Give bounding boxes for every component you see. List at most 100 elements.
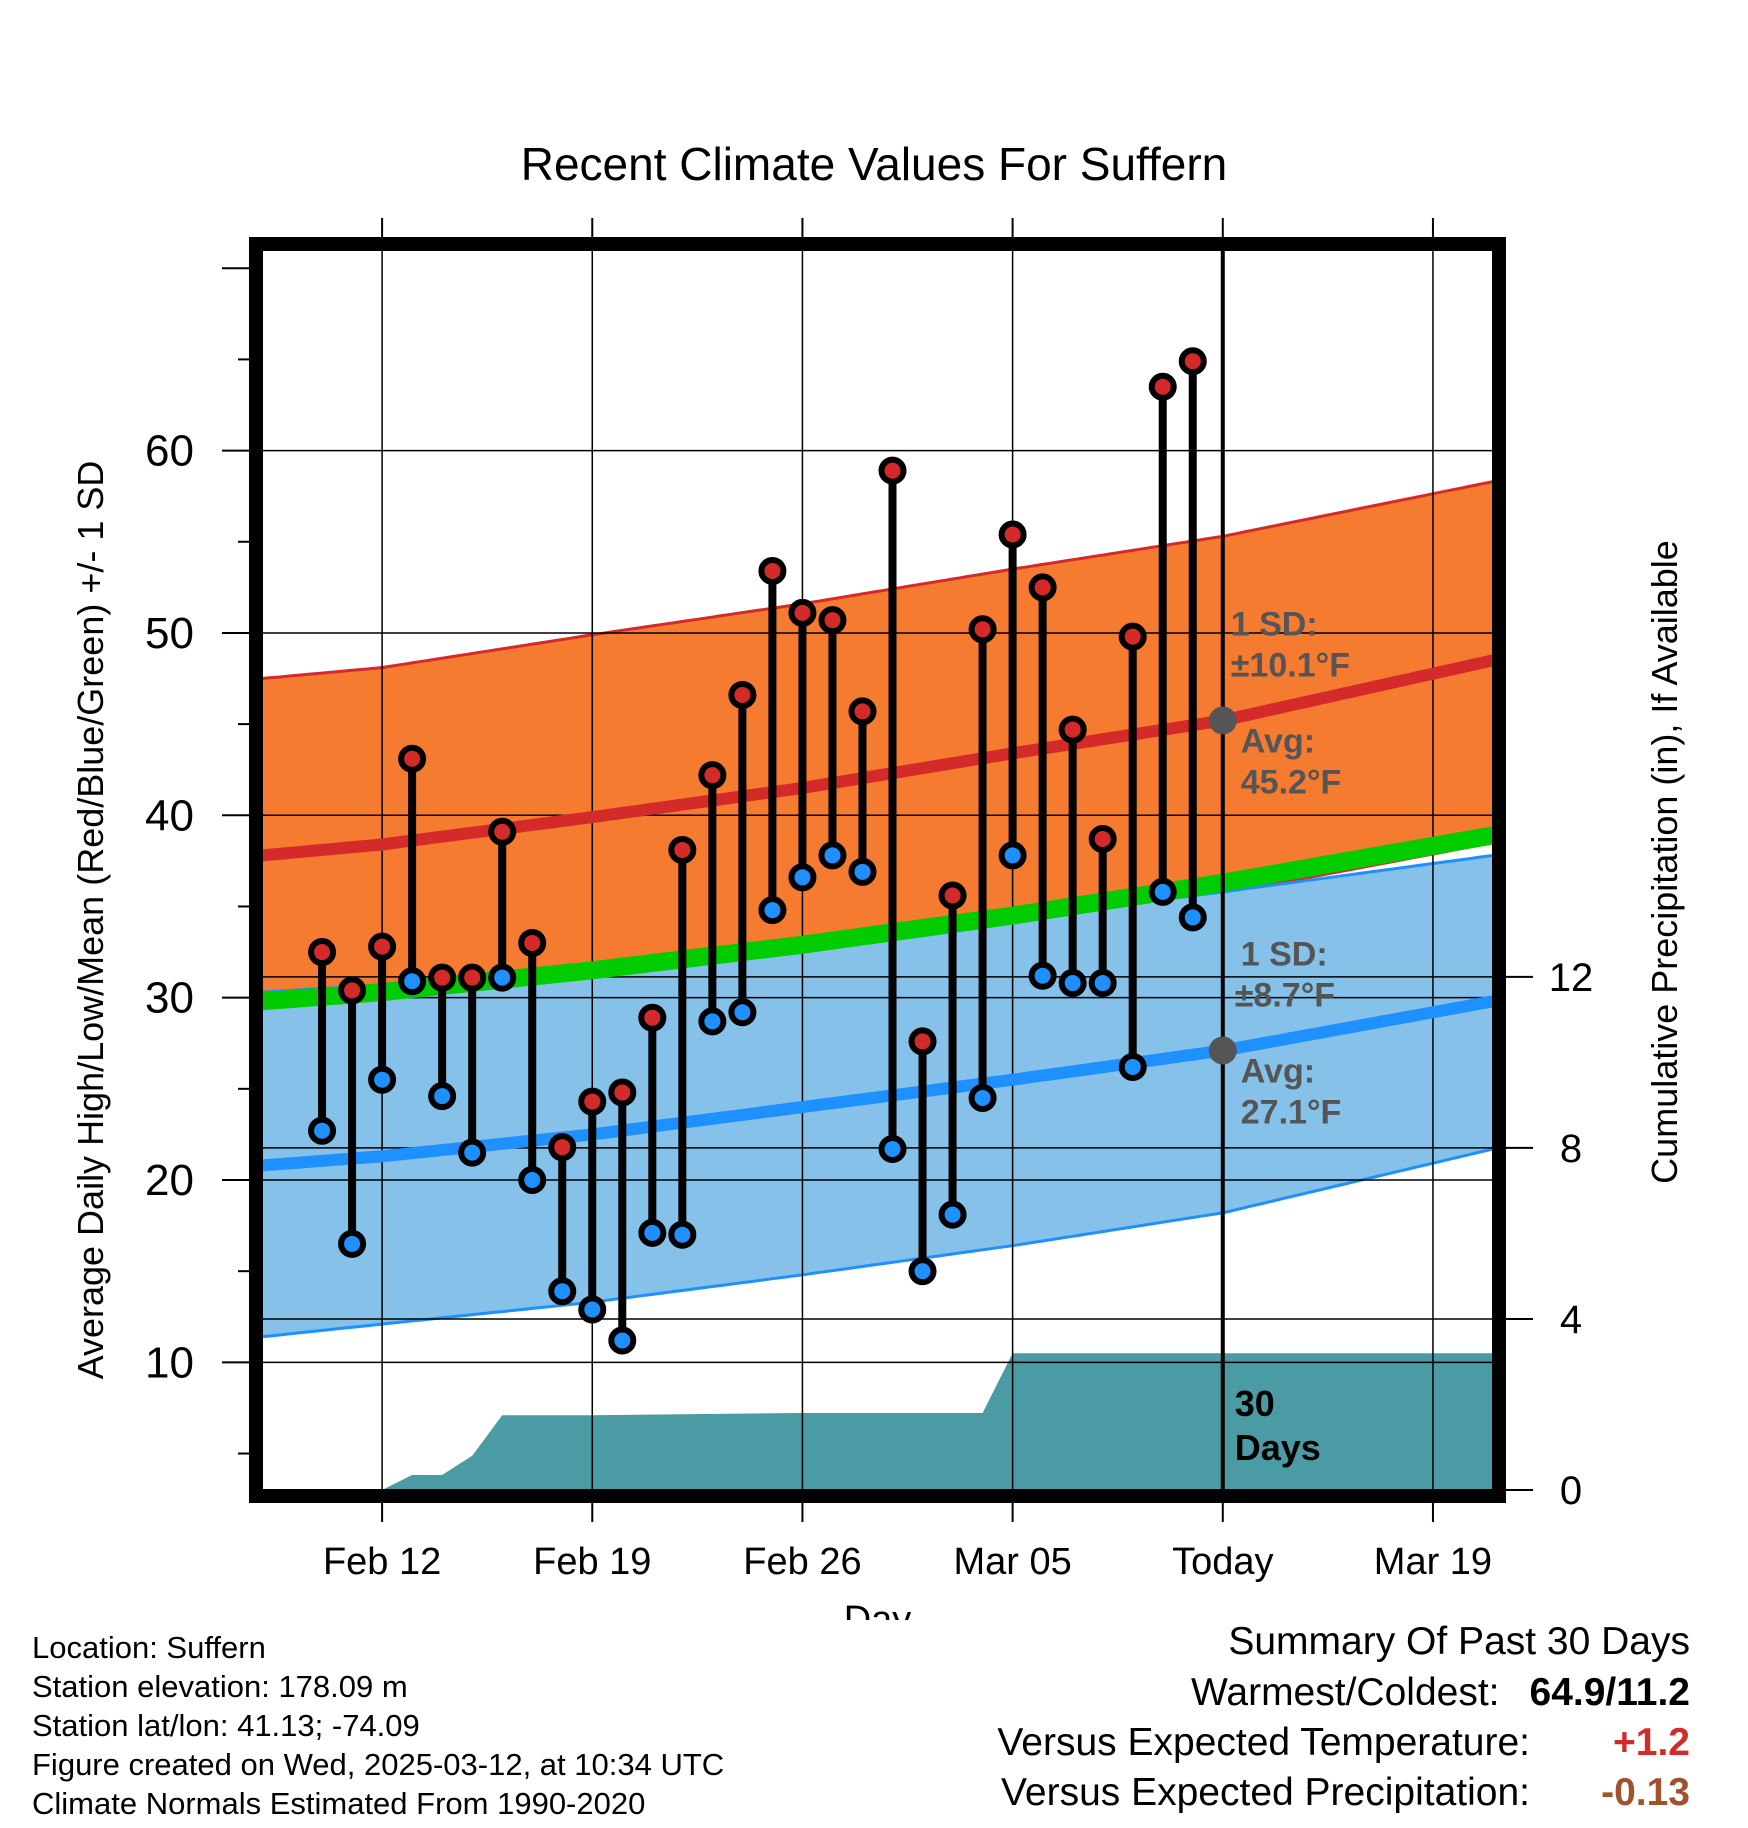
daily-low-point [488, 963, 517, 992]
daily-high-point [398, 744, 427, 773]
normals-text: Climate Normals Estimated From 1990-2020 [32, 1786, 646, 1821]
location-text: Location: Suffern [32, 1630, 266, 1665]
normal-low-lower-edge [262, 1147, 1493, 1339]
daily-low-point [848, 857, 877, 886]
precipitation-area [262, 1353, 1493, 1490]
x-tick-label: Feb 19 [533, 1541, 651, 1583]
y2-tick-label: 0 [1560, 1469, 1582, 1513]
summary-heading: Summary Of Past 30 Days [1228, 1620, 1690, 1663]
daily-low-point [698, 1007, 727, 1036]
daily-high-point [938, 881, 967, 910]
high-sd-value: ±10.1°F [1231, 646, 1350, 684]
daily-high-point [758, 556, 787, 585]
daily-high-point [1148, 372, 1177, 401]
daily-high-point [998, 520, 1027, 549]
y2-axis-label: Cumulative Precipitation (in), If Availa… [1644, 540, 1685, 1184]
daily-high-point [1058, 715, 1087, 744]
today-low-avg-marker [1208, 1036, 1237, 1065]
today-days-label: 30 [1235, 1383, 1275, 1424]
warmest-coldest-value: 64.9/11.2 [1529, 1671, 1691, 1714]
daily-high-point [1028, 573, 1057, 602]
temp-departure-value: +1.2 [1613, 1721, 1690, 1764]
x-tick-label: Mar 19 [1374, 1541, 1492, 1583]
daily-high-point [638, 1003, 667, 1032]
daily-low-point [368, 1065, 397, 1094]
daily-high-point [1088, 825, 1117, 853]
precip-departure-label: Versus Expected Precipitation: [1001, 1771, 1530, 1814]
daily-high-point [578, 1087, 607, 1116]
y-tick-label: 50 [145, 609, 194, 658]
normal-high-mean-line [262, 654, 1493, 862]
daily-low-point [998, 841, 1027, 870]
latlon-text: Station lat/lon: 41.13; -74.09 [32, 1708, 420, 1743]
daily-observations [308, 347, 1207, 1355]
today-high-avg-marker [1208, 706, 1237, 735]
y2-tick-label: 4 [1560, 1298, 1582, 1342]
daily-low-point [398, 967, 427, 996]
x-tick-label: Mar 05 [953, 1541, 1071, 1583]
y2-tick-label: 12 [1549, 956, 1594, 1000]
temp-departure-row: Versus Expected Temperature: +1.2 [997, 1718, 1690, 1768]
daily-high-point [878, 456, 907, 485]
daily-low-point [1148, 877, 1177, 906]
daily-low-point [338, 1229, 367, 1258]
warmest-coldest-row: Warmest/Coldest: 64.9/11.2 [997, 1668, 1690, 1718]
daily-low-point [818, 841, 847, 870]
high-sd-label: 1 SD: [1231, 605, 1318, 643]
daily-low-point [428, 1082, 457, 1111]
y-tick-label: 10 [145, 1338, 194, 1387]
daily-low-point [308, 1116, 337, 1145]
daily-high-point [818, 606, 847, 635]
daily-high-point [848, 697, 877, 726]
x-axis-label: Day [844, 1599, 912, 1620]
daily-low-point [938, 1200, 967, 1229]
daily-low-point [1118, 1052, 1147, 1081]
y-tick-label: 40 [145, 791, 194, 840]
station-info: Location: Suffern Station elevation: 178… [32, 1628, 724, 1823]
daily-high-point [548, 1133, 577, 1162]
daily-low-point [458, 1138, 487, 1167]
y-axis-label: Average Daily High/Low/Mean (Red/Blue/Gr… [70, 461, 111, 1380]
normal-high-upper-edge [262, 480, 1493, 680]
daily-low-point [548, 1277, 577, 1306]
daily-high-point [518, 928, 547, 957]
daily-low-point [1088, 969, 1117, 998]
daily-low-point [1058, 969, 1087, 998]
daily-high-point [908, 1027, 937, 1056]
plot-frame [249, 237, 1506, 1503]
summary-panel: Summary Of Past 30 Days Warmest/Coldest:… [997, 1618, 1690, 1818]
high-avg-label: Avg: [1241, 722, 1315, 760]
axes: Feb 12 Feb 19 Feb 26 Mar 05 Today Mar 19 10 20 3… [70, 218, 1685, 1620]
daily-high-point [428, 963, 457, 992]
daily-low-point [608, 1326, 637, 1355]
today-days-label: Days [1235, 1427, 1321, 1468]
daily-high-point [368, 932, 397, 961]
elevation-text: Station elevation: 178.09 m [32, 1669, 408, 1704]
precip-cumulative-area [262, 1353, 1493, 1490]
daily-low-point [908, 1257, 937, 1286]
daily-high-point [308, 938, 337, 967]
daily-high-point [788, 598, 817, 627]
daily-low-point [788, 863, 817, 892]
precip-departure-row: Versus Expected Precipitation: -0.13 [997, 1768, 1690, 1818]
created-text: Figure created on Wed, 2025-03-12, at 10… [32, 1747, 725, 1782]
chart-title: Recent Climate Values For Suffern [521, 138, 1228, 190]
low-avg-label: Avg: [1241, 1053, 1315, 1091]
daily-low-point [728, 998, 757, 1027]
daily-high-point [698, 761, 727, 790]
daily-high-point [458, 963, 487, 992]
precip-departure-value: -0.13 [1601, 1771, 1690, 1814]
daily-low-point [968, 1083, 997, 1112]
daily-low-point [638, 1218, 667, 1247]
x-tick-label: Feb 12 [323, 1541, 441, 1583]
x-tick-label: Today [1172, 1541, 1273, 1583]
daily-high-point [1118, 622, 1147, 651]
daily-low-point [518, 1166, 547, 1194]
y-tick-label: 60 [145, 427, 194, 476]
x-tick-label: Feb 26 [743, 1541, 861, 1583]
low-sd-label: 1 SD: [1241, 936, 1328, 974]
daily-high-point [338, 976, 367, 1005]
low-avg-value: 27.1°F [1241, 1094, 1342, 1132]
